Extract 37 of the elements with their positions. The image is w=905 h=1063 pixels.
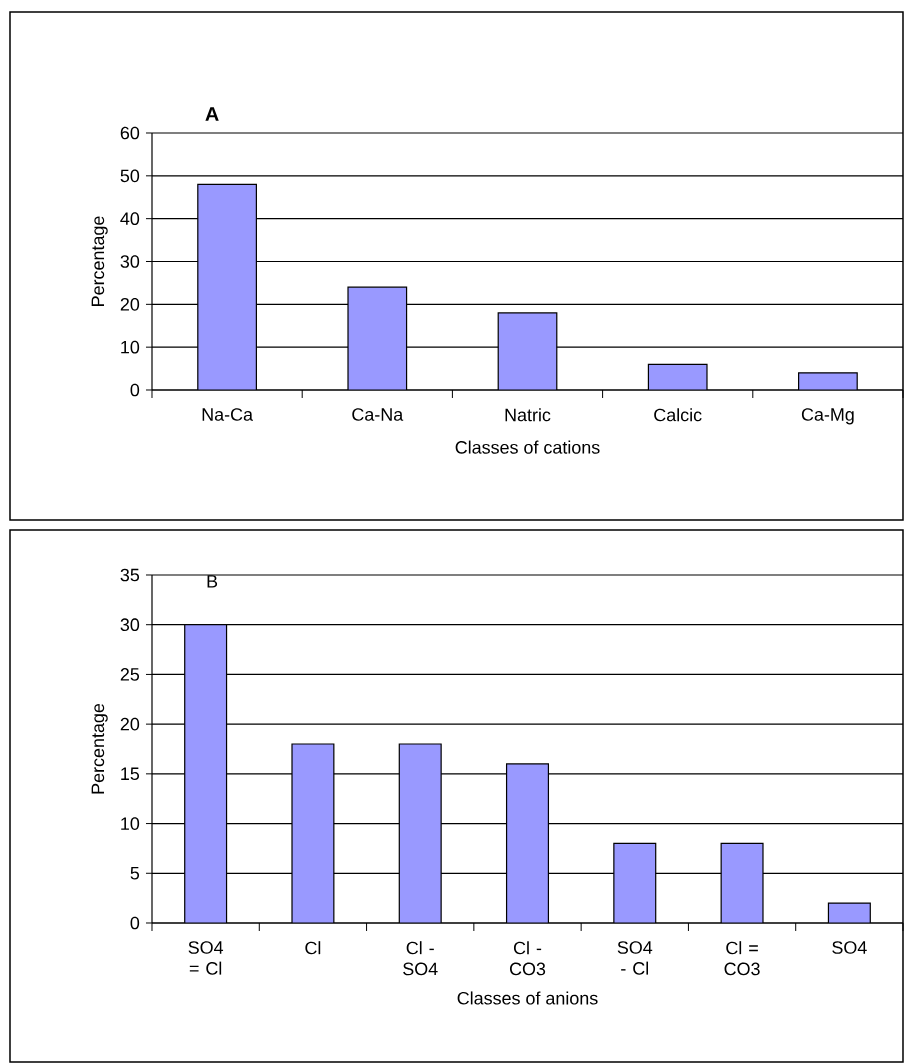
y-tick-label: 0 — [130, 383, 140, 397]
y-tick-label: 35 — [120, 568, 140, 582]
y-tick-label: 0 — [130, 916, 140, 930]
x-tick-label: Ca-Mg — [801, 408, 854, 425]
x-tick-label: Calcic — [654, 408, 702, 422]
y-tick-label: 50 — [120, 169, 140, 183]
x-tick-label: Na-Ca — [202, 408, 253, 421]
y-axis-title: Percentage — [91, 216, 108, 306]
x-tick-label: SO4 — [832, 941, 867, 954]
chart-title: B — [207, 575, 218, 588]
y-tick-label: 40 — [120, 212, 140, 226]
y-tick-label: 10 — [121, 817, 140, 830]
y-tick-label: 15 — [121, 767, 140, 781]
bar — [197, 183, 257, 390]
y-tick-label: 5 — [130, 867, 140, 880]
y-tick-label: 20 — [120, 717, 140, 731]
x-tick-label: Cl — [305, 941, 321, 955]
y-tick-label: 30 — [120, 255, 140, 268]
y-tick-label: 30 — [120, 618, 140, 632]
bar — [647, 363, 708, 390]
x-tick-label: SO4 = Cl — [188, 941, 224, 975]
x-axis-title: Classes of anions — [457, 991, 598, 1005]
x-tick-label: Cl - CO3 — [509, 941, 546, 976]
x-tick-label: Natric — [505, 408, 551, 422]
y-tick-label: 25 — [120, 668, 140, 681]
x-tick-label: Cl - SO4 — [403, 941, 438, 976]
bar — [497, 312, 558, 390]
y-tick-label: 60 — [120, 126, 140, 140]
y-tick-label: 10 — [121, 340, 140, 354]
chart-title: A — [205, 107, 219, 121]
x-axis-title: Classes of cations — [455, 440, 600, 454]
x-tick-label: Cl = CO3 — [724, 941, 760, 976]
y-axis-title: Percentage — [91, 703, 108, 794]
x-tick-label: Ca-Na — [352, 408, 404, 421]
x-tick-label: SO4 - Cl — [617, 941, 653, 975]
y-tick-label: 20 — [120, 297, 140, 311]
bar — [347, 286, 408, 390]
